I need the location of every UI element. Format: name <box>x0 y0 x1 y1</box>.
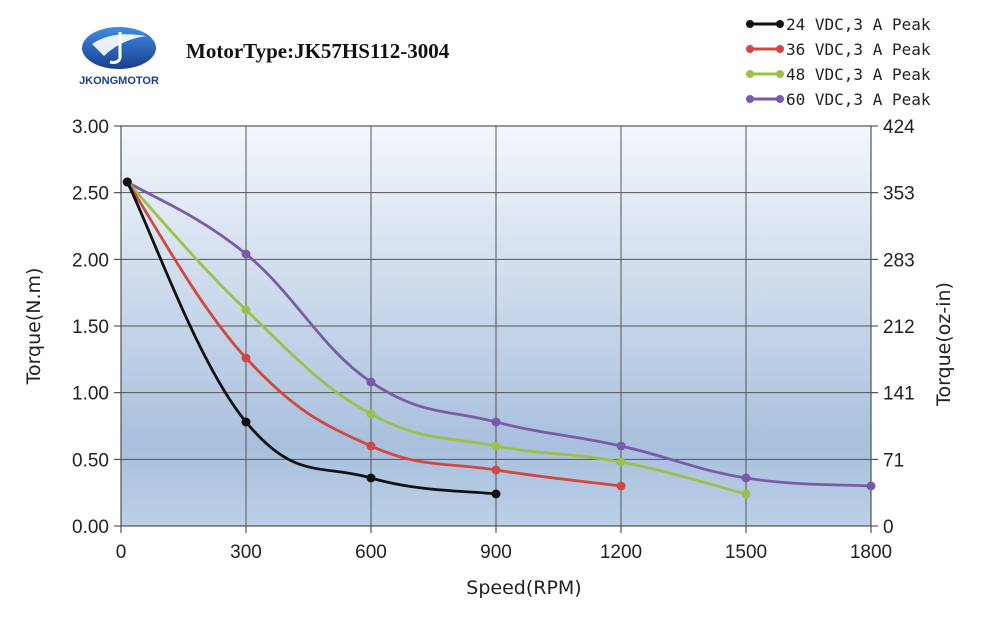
series-line <box>125 180 748 496</box>
data-point <box>491 489 501 499</box>
legend-item: 24 VDC,3 A Peak <box>746 15 931 34</box>
y-tick-label: 3.00 <box>72 117 109 138</box>
legend-label: 60 VDC,3 A Peak <box>786 90 931 109</box>
logo-j-icon <box>109 32 122 64</box>
y2-tick-label: 212 <box>883 317 915 338</box>
y2-axis-ticks: 0 71 141 212 283 353 424 <box>871 117 915 538</box>
y-axis-ticks: 0.00 0.50 1.00 1.50 2.00 2.50 3.00 <box>72 117 121 538</box>
brand-logo: JKONGMOTOR <box>79 27 159 87</box>
y2-tick-label: 0 <box>883 517 894 538</box>
data-point <box>491 441 501 451</box>
data-point <box>491 465 501 475</box>
y2-tick-label: 141 <box>883 384 915 405</box>
series-line <box>125 180 623 488</box>
y2-tick-label: 71 <box>883 450 904 471</box>
data-point <box>366 377 376 387</box>
series-1 <box>122 177 501 499</box>
y-tick-label: 0.50 <box>72 450 109 471</box>
data-point <box>241 353 251 363</box>
data-point <box>616 457 626 467</box>
data-point <box>741 489 751 499</box>
y-tick-label: 1.00 <box>72 384 109 405</box>
legend-marker <box>776 70 784 78</box>
data-point <box>366 441 376 451</box>
brand-name: JKONGMOTOR <box>79 75 159 87</box>
chart-title: MotorType:JK57HS112-3004 <box>186 39 450 63</box>
series-line <box>125 180 498 496</box>
x-axis-title: Speed(RPM) <box>466 577 581 599</box>
data-point <box>616 481 626 491</box>
legend-item: 60 VDC,3 A Peak <box>746 90 931 109</box>
data-point <box>366 473 376 483</box>
y-tick-label: 2.50 <box>72 184 109 205</box>
logo-swoosh-icon <box>92 34 146 56</box>
data-point <box>491 417 501 427</box>
y2-axis-title: Torque(oz-in) <box>933 282 955 407</box>
data-point <box>241 249 251 259</box>
legend-label: 48 VDC,3 A Peak <box>786 65 931 84</box>
x-tick-label: 0 <box>116 542 127 563</box>
legend-marker <box>746 20 754 28</box>
x-tick-label: 1200 <box>600 542 642 563</box>
y-tick-label: 1.50 <box>72 317 109 338</box>
y2-tick-label: 353 <box>883 184 915 205</box>
legend-marker <box>776 20 784 28</box>
y2-tick-label: 283 <box>883 250 915 271</box>
legend-marker <box>776 95 784 103</box>
y-tick-label: 0.00 <box>72 517 109 538</box>
series-layer <box>122 177 876 499</box>
legend-label: 36 VDC,3 A Peak <box>786 40 931 59</box>
series-3 <box>122 177 751 499</box>
legend-marker <box>776 45 784 53</box>
legend-label: 24 VDC,3 A Peak <box>786 15 931 34</box>
data-point <box>241 305 251 315</box>
legend: 24 VDC,3 A Peak 36 VDC,3 A Peak 48 VDC,3 A… <box>746 15 931 109</box>
data-point <box>741 473 751 483</box>
data-point <box>122 177 132 187</box>
x-tick-label: 900 <box>480 542 512 563</box>
y-axis-title: Torque(N.m) <box>23 268 45 386</box>
x-tick-label: 1500 <box>725 542 767 563</box>
data-point <box>366 409 376 419</box>
legend-marker <box>746 45 754 53</box>
legend-item: 36 VDC,3 A Peak <box>746 40 931 59</box>
legend-item: 48 VDC,3 A Peak <box>746 65 931 84</box>
legend-marker <box>746 70 754 78</box>
x-tick-label: 1800 <box>850 542 892 563</box>
x-axis-ticks: 0 300 600 900 1200 1500 1800 <box>116 526 892 563</box>
legend-marker <box>746 95 754 103</box>
data-point <box>241 417 251 427</box>
x-tick-label: 300 <box>230 542 262 563</box>
y-tick-label: 2.00 <box>72 250 109 271</box>
data-point <box>616 441 626 451</box>
y2-tick-label: 424 <box>883 117 915 138</box>
x-tick-label: 600 <box>355 542 387 563</box>
data-point <box>866 481 876 491</box>
